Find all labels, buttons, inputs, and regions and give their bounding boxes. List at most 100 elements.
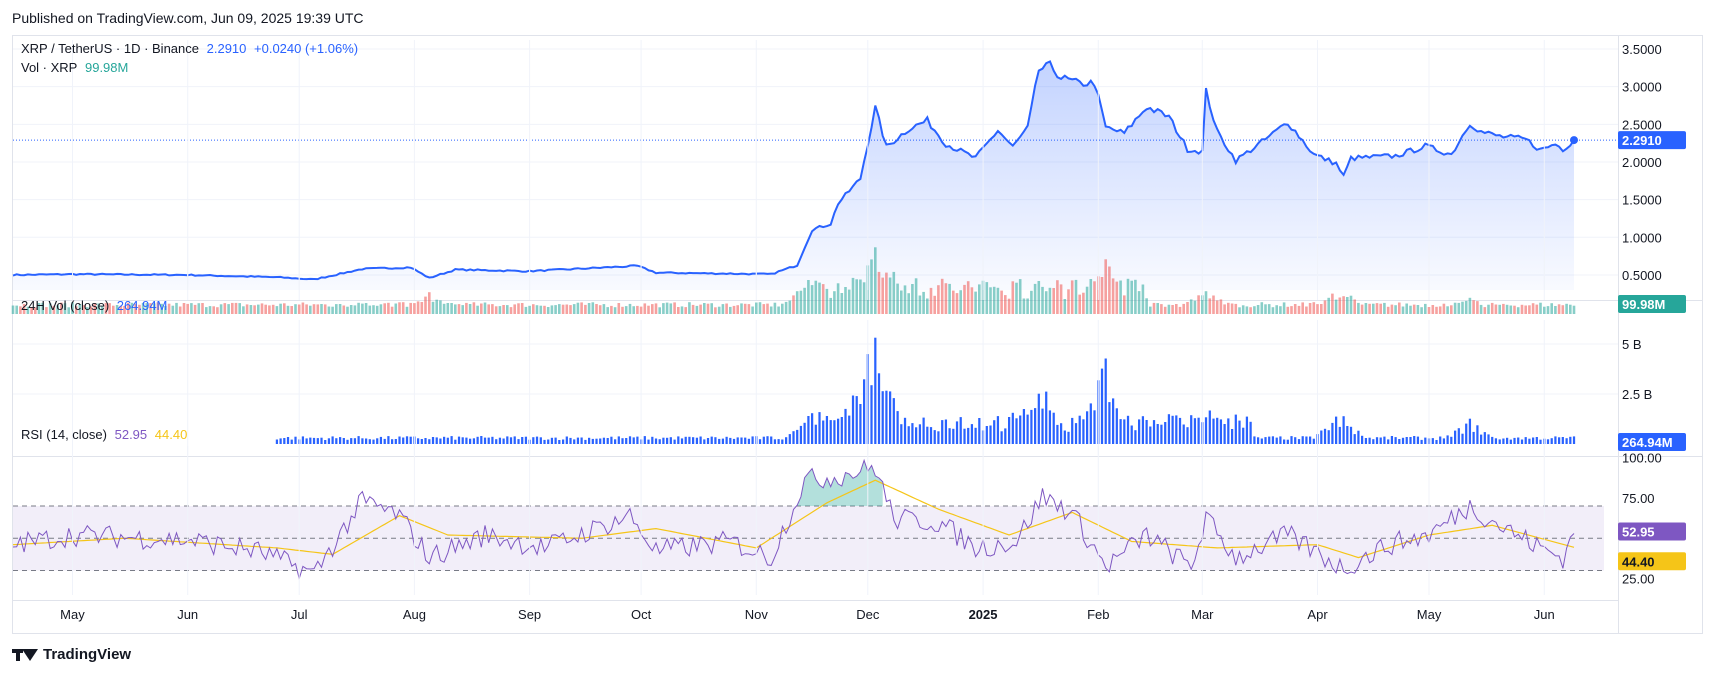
volume-bar — [1041, 286, 1044, 314]
vol24h-bar — [658, 439, 661, 444]
volume-bar — [535, 305, 539, 314]
volume-bar — [152, 303, 156, 314]
volume-bar — [1405, 303, 1408, 314]
volume-bar — [732, 305, 736, 314]
vol24h-bar — [1156, 424, 1159, 444]
vol24h-bar — [729, 437, 732, 444]
vol24h-bar — [301, 436, 305, 444]
volume-bar — [807, 280, 810, 314]
volume-bar — [673, 302, 676, 314]
vol24h-bar — [1074, 423, 1078, 444]
volume-bar — [1070, 280, 1074, 314]
vol24h-bar — [435, 437, 438, 444]
vol24h-bar — [669, 437, 672, 444]
vol24h-bar — [710, 436, 713, 444]
volume-bar — [15, 305, 18, 314]
vol24h-bar — [818, 412, 821, 444]
vol24h-bar — [929, 427, 933, 444]
tradingview-brand[interactable]: TradingView — [12, 646, 131, 663]
volume-bar — [729, 306, 732, 314]
vol24h-bar — [547, 439, 550, 444]
volume-bar — [1253, 306, 1256, 314]
rsi-tick-label: 25.00 — [1622, 572, 1655, 587]
volume-bar — [1037, 281, 1041, 314]
vol24h-bar — [1520, 439, 1524, 444]
vol24h-bar — [565, 436, 568, 444]
chart-frame[interactable] — [12, 35, 1703, 634]
volume-bar — [992, 286, 996, 314]
volume-bar — [1085, 286, 1089, 314]
vol24h-bar — [1112, 398, 1115, 444]
time-tick-label: Jun — [177, 607, 198, 622]
volume-bar — [1126, 278, 1130, 314]
volume-bar — [208, 306, 212, 314]
volume-bar — [1018, 279, 1022, 314]
volume-bar — [1223, 304, 1226, 314]
volume-bar — [338, 304, 342, 314]
volume-bar — [624, 306, 628, 314]
vol24h-bar — [1008, 417, 1011, 444]
vol24h-bar — [562, 439, 565, 444]
volume-bar — [1234, 303, 1238, 314]
vol24h-tick-label: 2.5 B — [1622, 387, 1652, 402]
vol24h-bar — [1257, 437, 1260, 444]
vol24h-bar — [1019, 415, 1022, 444]
volume-bar — [297, 304, 301, 314]
vol24h-bar — [521, 437, 524, 444]
vol24h-bar — [1219, 419, 1223, 444]
volume-bar — [1215, 300, 1219, 314]
volume-bar — [833, 291, 836, 314]
volume-bar — [1342, 296, 1345, 314]
vol24h-bar — [900, 424, 903, 444]
vol24h-bar — [941, 420, 944, 444]
vol24h-bar — [758, 439, 762, 444]
volume-bar — [130, 302, 134, 314]
volume-bar — [1301, 302, 1304, 314]
volume-bar — [1030, 290, 1033, 314]
vol24h-bar — [576, 437, 580, 444]
vol24h-bar — [409, 436, 412, 444]
volume-bar — [294, 304, 297, 314]
volume-legend: Vol · XRP 99.98M — [21, 60, 132, 75]
volume-bar — [937, 285, 940, 314]
volume-bar — [1059, 284, 1063, 314]
volume-bar — [78, 304, 82, 314]
rsi-overbought-fill — [797, 460, 883, 506]
volume-bar — [561, 304, 565, 314]
time-tick-label: Aug — [403, 607, 426, 622]
vol24h-bar — [1457, 428, 1460, 444]
volume-bar — [662, 303, 665, 314]
vol24h-bar — [1454, 430, 1457, 444]
vol24h-bar — [610, 436, 613, 444]
vol24h-bar — [937, 431, 940, 444]
vol24h-bar — [732, 438, 736, 444]
volume-bar — [959, 290, 962, 314]
vol24h-bar — [773, 439, 777, 444]
volume-bar — [234, 302, 238, 314]
volume-bar — [1390, 304, 1394, 314]
volume-bar — [141, 302, 145, 314]
vol24h-bar — [1349, 426, 1353, 444]
volume-bar — [762, 304, 766, 314]
vol24h-bar — [632, 437, 635, 444]
vol24h-bar — [550, 437, 554, 444]
volume-bar — [472, 302, 476, 314]
volume-bar — [257, 304, 260, 314]
vol24h-bar — [985, 426, 988, 444]
vol24h-bar — [706, 438, 710, 444]
vol24h-bar — [1401, 437, 1405, 444]
vol24h-bar — [361, 438, 364, 444]
volume-bar — [1323, 300, 1327, 314]
volume-bar — [19, 306, 22, 314]
vol24h-bar — [335, 438, 338, 444]
volume-value: 99.98M — [84, 60, 129, 75]
volume-bar — [613, 307, 617, 314]
volume-bar — [1015, 282, 1018, 314]
volume-bar — [703, 303, 706, 314]
vol24h-bar — [1535, 437, 1538, 444]
volume-bar — [1383, 302, 1386, 314]
vol24h-bar — [688, 436, 691, 444]
volume-bar — [691, 304, 695, 314]
tradingview-logo-icon — [12, 648, 38, 662]
